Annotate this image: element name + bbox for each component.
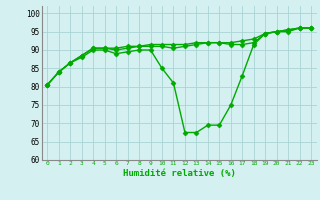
X-axis label: Humidité relative (%): Humidité relative (%) [123,169,236,178]
